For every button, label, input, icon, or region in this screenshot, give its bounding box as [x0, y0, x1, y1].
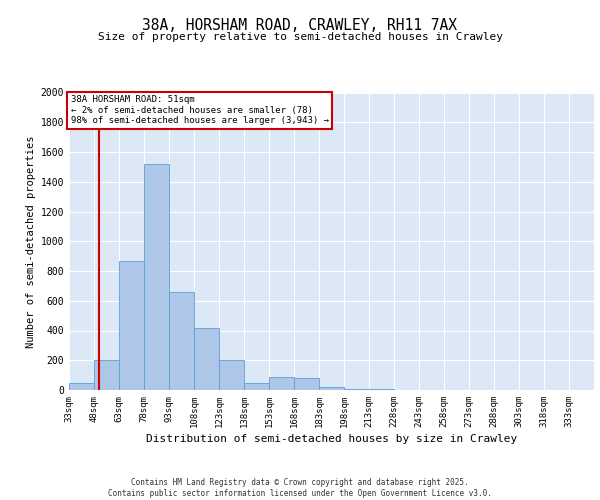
X-axis label: Distribution of semi-detached houses by size in Crawley: Distribution of semi-detached houses by …: [146, 434, 517, 444]
Text: Size of property relative to semi-detached houses in Crawley: Size of property relative to semi-detach…: [97, 32, 503, 42]
Y-axis label: Number of semi-detached properties: Number of semi-detached properties: [26, 135, 37, 348]
Bar: [219, 360, 244, 390]
Bar: [194, 328, 219, 390]
Bar: [319, 387, 344, 390]
Bar: [244, 382, 269, 390]
Bar: [269, 376, 294, 390]
Bar: [119, 260, 144, 390]
Bar: [294, 378, 319, 390]
Text: Contains HM Land Registry data © Crown copyright and database right 2025.
Contai: Contains HM Land Registry data © Crown c…: [108, 478, 492, 498]
Bar: [144, 164, 169, 390]
Text: 38A, HORSHAM ROAD, CRAWLEY, RH11 7AX: 38A, HORSHAM ROAD, CRAWLEY, RH11 7AX: [143, 18, 458, 32]
Bar: [94, 360, 119, 390]
Bar: [169, 292, 194, 390]
Bar: [69, 382, 94, 390]
Text: 38A HORSHAM ROAD: 51sqm
← 2% of semi-detached houses are smaller (78)
98% of sem: 38A HORSHAM ROAD: 51sqm ← 2% of semi-det…: [71, 96, 329, 126]
Bar: [344, 388, 369, 390]
